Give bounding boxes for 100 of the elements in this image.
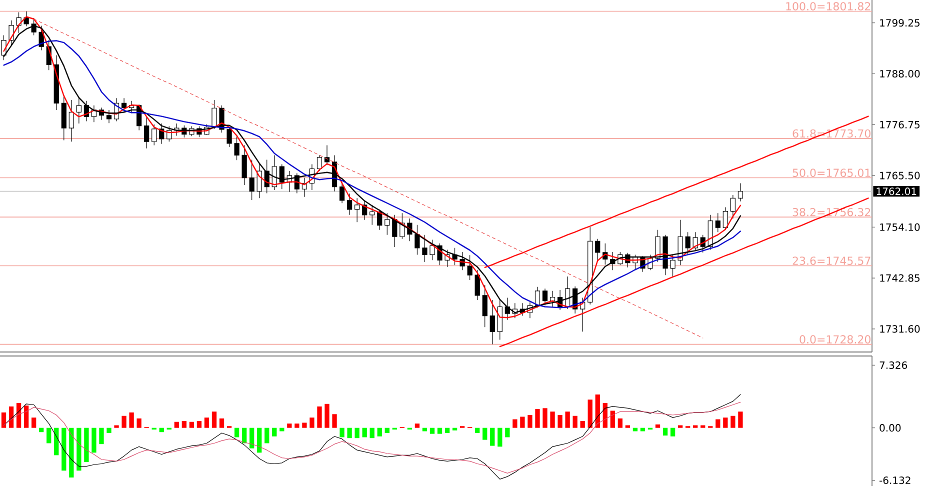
bar <box>16 403 22 428</box>
candlestick <box>152 124 157 146</box>
bar <box>212 412 217 428</box>
bar <box>542 408 548 428</box>
bar <box>452 428 458 430</box>
candlestick <box>490 300 495 345</box>
bar <box>618 418 623 428</box>
bar <box>678 425 683 428</box>
bar <box>610 410 615 428</box>
bar <box>69 428 74 478</box>
bar <box>662 428 668 436</box>
candlestick <box>595 238 600 260</box>
bar <box>595 394 600 428</box>
bar <box>294 424 300 428</box>
candlestick <box>474 270 480 300</box>
bar <box>242 428 247 444</box>
bar <box>730 416 736 428</box>
bar <box>558 415 562 428</box>
candlestick <box>422 234 428 262</box>
bar <box>580 421 585 428</box>
candlestick <box>730 194 736 219</box>
bar <box>189 422 194 428</box>
candlestick <box>249 159 254 200</box>
bar <box>76 428 82 471</box>
y-tick-label: 1776.75 <box>880 120 920 128</box>
candlestick <box>68 100 74 142</box>
bar <box>670 428 676 436</box>
bar <box>716 419 720 428</box>
bar <box>565 412 570 428</box>
bar <box>482 428 488 440</box>
bar <box>99 428 104 444</box>
y-tick-label: 1799.25 <box>880 19 920 27</box>
bar <box>317 406 322 428</box>
bar <box>535 409 540 428</box>
bar <box>54 428 59 456</box>
candlestick <box>670 254 676 278</box>
bar <box>588 400 592 428</box>
bar <box>46 428 52 444</box>
bar <box>377 428 382 436</box>
bar <box>414 424 420 428</box>
line-series <box>484 116 869 268</box>
bar <box>655 424 660 428</box>
y-tick-label: 0.00 <box>880 424 901 432</box>
bar <box>174 422 179 428</box>
ref-line-label: 50.0=1765.01 <box>792 168 870 177</box>
y-tick-label: 1731.60 <box>880 325 920 333</box>
bar <box>572 416 578 428</box>
bar <box>430 428 435 434</box>
bar <box>370 428 374 438</box>
candlestick <box>738 182 744 202</box>
candlestick <box>339 182 345 204</box>
candlestick <box>542 288 548 306</box>
ref-line-label: 1762.01 <box>876 188 916 196</box>
bar <box>136 418 142 428</box>
bar <box>31 418 36 428</box>
bar <box>204 418 210 428</box>
ref-line-label: 100.0=1801.82 <box>786 2 870 10</box>
candlestick <box>534 286 540 308</box>
bar <box>437 428 442 434</box>
bar <box>490 428 495 446</box>
candlestick <box>24 11 29 27</box>
candlestick <box>662 234 668 276</box>
candlestick <box>121 98 127 113</box>
y-tick-label: 1742.85 <box>880 274 920 282</box>
candlestick <box>685 232 690 256</box>
candlestick <box>61 94 66 141</box>
candlestick <box>715 212 720 232</box>
candlestick <box>655 230 660 262</box>
candlestick <box>407 218 412 242</box>
candlestick <box>212 100 217 130</box>
candlestick <box>316 154 322 172</box>
candlestick <box>242 144 247 186</box>
candlestick <box>144 116 150 149</box>
bar <box>280 428 284 432</box>
bar <box>250 428 254 448</box>
candlestick <box>430 239 435 260</box>
bar <box>106 428 112 433</box>
bar <box>257 428 262 453</box>
bar <box>340 428 344 438</box>
bar <box>362 428 367 438</box>
bar <box>512 419 518 428</box>
bar <box>39 428 44 432</box>
bar <box>159 428 164 432</box>
ref-line-label: 0.0=1728.20 <box>800 335 870 344</box>
bar <box>354 428 360 438</box>
bar <box>196 421 202 428</box>
bar <box>310 418 314 428</box>
candlestick <box>106 110 112 124</box>
y-tick-label: -6.132 <box>880 476 910 484</box>
candlestick <box>76 96 82 124</box>
bar <box>528 415 532 428</box>
candlestick <box>354 198 360 222</box>
candlestick <box>550 290 556 308</box>
bar <box>24 406 29 428</box>
candlestick <box>414 224 420 256</box>
bar <box>347 428 352 438</box>
bar <box>182 421 187 428</box>
bar <box>272 428 277 436</box>
candlestick <box>279 164 284 190</box>
bar <box>505 428 510 438</box>
